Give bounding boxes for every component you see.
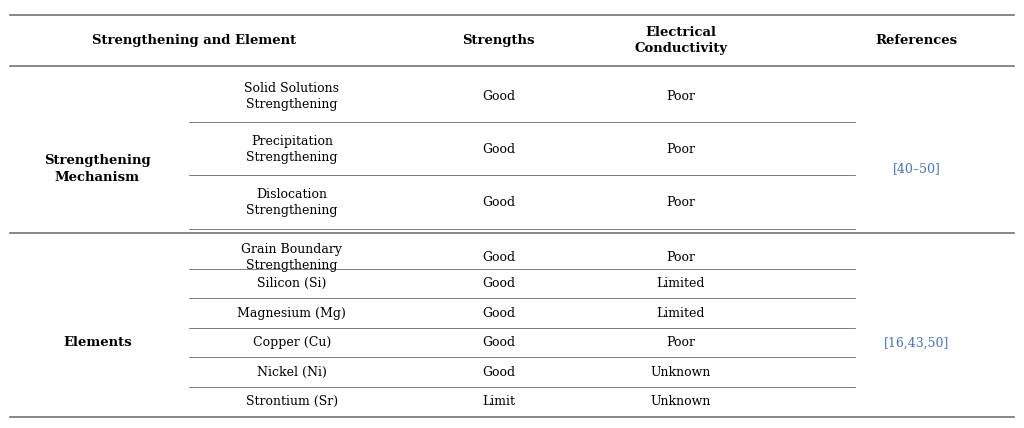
Text: Strontium (Sr): Strontium (Sr) bbox=[246, 395, 338, 408]
Text: Good: Good bbox=[482, 90, 515, 103]
Text: Unknown: Unknown bbox=[651, 395, 711, 408]
Text: Good: Good bbox=[482, 251, 515, 264]
Text: Magnesium (Mg): Magnesium (Mg) bbox=[238, 307, 346, 320]
Text: Poor: Poor bbox=[667, 196, 695, 209]
Text: Poor: Poor bbox=[667, 143, 695, 156]
Text: Limited: Limited bbox=[656, 277, 706, 290]
Text: [16,43,50]: [16,43,50] bbox=[884, 336, 949, 349]
Text: Silicon (Si): Silicon (Si) bbox=[257, 277, 327, 290]
Text: Good: Good bbox=[482, 196, 515, 209]
Text: Good: Good bbox=[482, 366, 515, 379]
Text: Good: Good bbox=[482, 277, 515, 290]
Text: Solid Solutions
Strengthening: Solid Solutions Strengthening bbox=[245, 82, 339, 111]
Text: Good: Good bbox=[482, 307, 515, 320]
Text: Elements: Elements bbox=[62, 336, 132, 349]
Text: Good: Good bbox=[482, 143, 515, 156]
Text: Poor: Poor bbox=[667, 336, 695, 349]
Text: Unknown: Unknown bbox=[651, 366, 711, 379]
Text: Limited: Limited bbox=[656, 307, 706, 320]
Text: Precipitation
Strengthening: Precipitation Strengthening bbox=[246, 135, 338, 164]
Text: Grain Boundary
Strengthening: Grain Boundary Strengthening bbox=[242, 243, 342, 272]
Text: Strengthening
Mechanism: Strengthening Mechanism bbox=[44, 154, 151, 184]
Text: Limit: Limit bbox=[482, 395, 515, 408]
Text: Good: Good bbox=[482, 336, 515, 349]
Text: Nickel (Ni): Nickel (Ni) bbox=[257, 366, 327, 379]
Text: Dislocation
Strengthening: Dislocation Strengthening bbox=[246, 188, 338, 217]
Text: [40–50]: [40–50] bbox=[893, 163, 940, 175]
Text: Electrical
Conductivity: Electrical Conductivity bbox=[635, 26, 727, 55]
Text: Poor: Poor bbox=[667, 251, 695, 264]
Text: Strengths: Strengths bbox=[463, 34, 535, 47]
Text: Poor: Poor bbox=[667, 90, 695, 103]
Text: Strengthening and Element: Strengthening and Element bbox=[92, 34, 297, 47]
Text: References: References bbox=[876, 34, 957, 47]
Text: Copper (Cu): Copper (Cu) bbox=[253, 336, 331, 349]
